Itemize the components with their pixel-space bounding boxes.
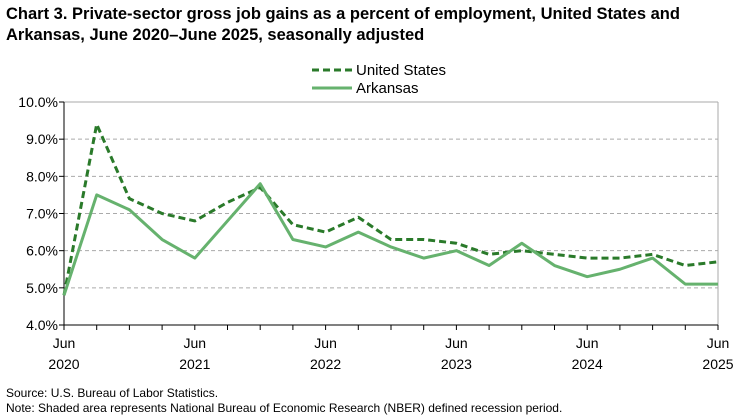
source-text: Source: U.S. Bureau of Labor Statistics. xyxy=(6,386,219,400)
x-tick-label-month: Jun xyxy=(707,335,730,351)
y-tick-label: 5.0% xyxy=(26,280,58,296)
x-tick-label-month: Jun xyxy=(314,335,337,351)
x-tick-label-year: 2025 xyxy=(702,356,733,372)
y-tick-label: 4.0% xyxy=(26,317,58,333)
x-tick-label-month: Jun xyxy=(445,335,468,351)
y-tick-label: 9.0% xyxy=(26,131,58,147)
x-tick-label-year: 2021 xyxy=(179,356,210,372)
legend-label: United States xyxy=(356,62,446,79)
x-tick-label-year: 2020 xyxy=(48,356,79,372)
x-tick-label-year: 2024 xyxy=(572,356,603,372)
note-text: Note: Shaded area represents National Bu… xyxy=(6,401,563,415)
chart-title: Chart 3. Private-sector gross job gains … xyxy=(6,5,680,44)
x-tick-label-month: Jun xyxy=(184,335,207,351)
y-tick-label: 8.0% xyxy=(26,168,58,184)
x-tick-label-month: Jun xyxy=(53,335,76,351)
x-tick-label-month: Jun xyxy=(576,335,599,351)
x-tick-label-year: 2023 xyxy=(441,356,472,372)
legend-label: Arkansas xyxy=(356,80,419,97)
y-tick-label: 6.0% xyxy=(26,243,58,259)
y-tick-label: 10.0% xyxy=(18,94,58,110)
y-tick-label: 7.0% xyxy=(26,206,58,222)
x-tick-label-year: 2022 xyxy=(310,356,341,372)
